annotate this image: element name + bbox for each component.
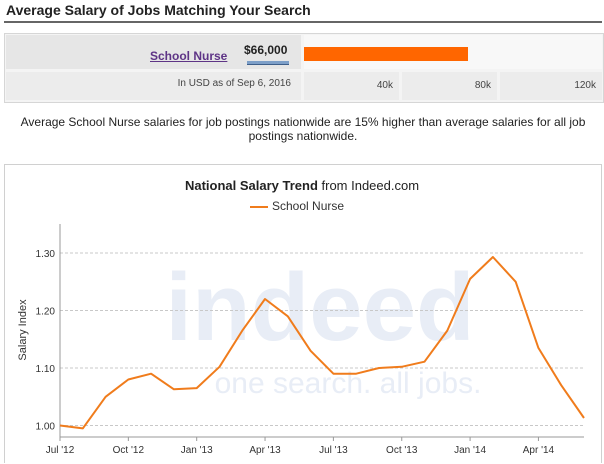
x-tick-label: Oct '13 [386, 445, 418, 456]
x-tick-label: Oct '12 [113, 445, 145, 456]
series-line-school-nurse [59, 256, 585, 430]
chart-axes [59, 224, 584, 441]
chart-title-rest: from Indeed.com [317, 178, 420, 193]
scale-tick-40k: 40k [304, 72, 399, 100]
watermark-logo: indeed [165, 254, 474, 361]
x-tick-label: Apr '14 [523, 445, 555, 456]
salary-note: In USD as of Sep 6, 2016 [6, 78, 301, 89]
indeed-watermark: indeed one search. all jobs. [165, 254, 481, 400]
salary-amount-marker [247, 61, 289, 65]
watermark-tagline: one search. all jobs. [215, 367, 482, 400]
salary-summary: Average School Nurse salaries for job po… [20, 115, 586, 143]
y-axis-title: Salary Index [17, 299, 29, 361]
x-tick-label: Jan '14 [454, 445, 486, 456]
x-tick-label: Jul '12 [46, 445, 75, 456]
scale-tick-120k: 120k [500, 72, 602, 100]
scale-tick-80k: 80k [402, 72, 497, 100]
salary-bar-area [304, 35, 602, 69]
salary-note-text: In USD as of Sep 6, 2016 [177, 78, 291, 89]
heading-divider [4, 21, 602, 23]
chart-title-bold: National Salary Trend [184, 178, 318, 193]
legend-swatch [250, 205, 268, 208]
chart-frame [4, 164, 602, 463]
legend-label: School Nurse [272, 199, 345, 213]
y-tick-labels: 1.00 1.10 1.20 1.30 [36, 249, 56, 433]
chart-title: National Salary Trend from Indeed.com [0, 178, 604, 193]
salary-label-cell: School Nurse $66,000 [6, 35, 301, 69]
y-tick-label: 1.30 [36, 249, 56, 260]
y-tick-label: 1.10 [36, 364, 56, 375]
salary-box: School Nurse $66,000 In USD as of Sep 6,… [4, 33, 604, 103]
x-tick-label: Jan '13 [181, 445, 213, 456]
chart-grid [60, 252, 584, 426]
chart-series [59, 256, 585, 430]
salary-bar [304, 47, 468, 61]
x-tick-label: Apr '13 [249, 445, 281, 456]
y-tick-label: 1.00 [36, 422, 56, 433]
y-tick-label: 1.20 [36, 307, 56, 318]
salary-note-cell [6, 72, 301, 100]
page-heading: Average Salary of Jobs Matching Your Sea… [6, 2, 311, 18]
x-tick-labels: Jul '12 Oct '12 Jan '13 Apr '13 Jul '13 Oct '… [46, 445, 555, 456]
x-tick-label: Jul '13 [319, 445, 348, 456]
chart-legend[interactable]: School Nurse [250, 199, 344, 213]
salary-amount: $66,000 [244, 43, 288, 57]
job-title-link[interactable]: School Nurse [150, 49, 228, 63]
